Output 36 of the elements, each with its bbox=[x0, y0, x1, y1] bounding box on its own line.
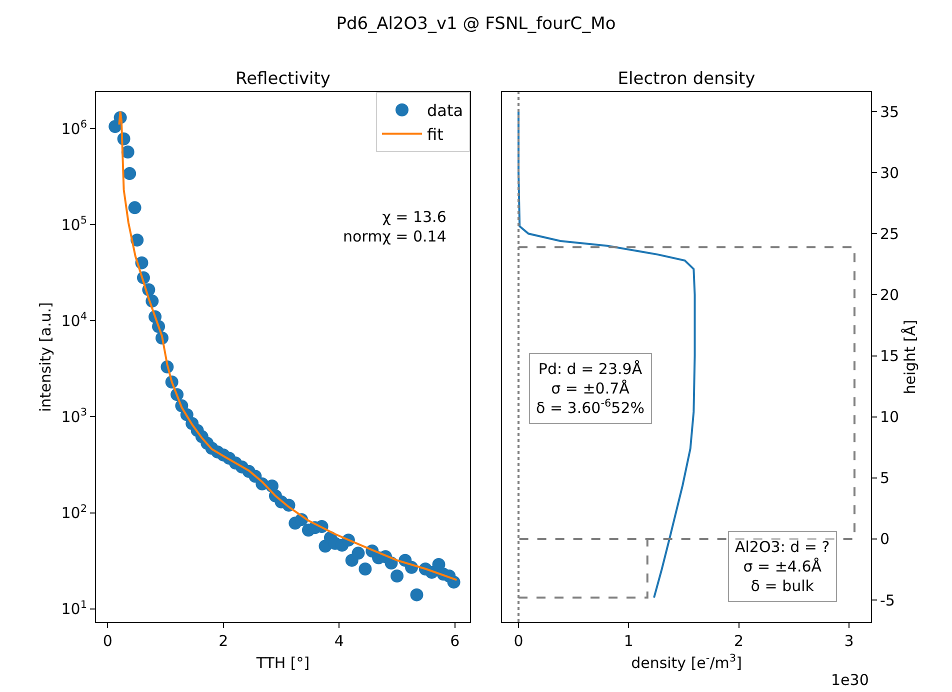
y-tick-label: 15 bbox=[880, 347, 900, 366]
y-tick-label: -5 bbox=[880, 591, 895, 610]
annotation: χ = 13.6 normχ = 0.14 bbox=[343, 208, 446, 246]
y-tick-label: 10$^{2}$ bbox=[61, 502, 87, 522]
y-tick-label: 10$^{1}$ bbox=[61, 598, 87, 618]
legend-label: fit bbox=[427, 124, 444, 144]
x-tick-label: 2 bbox=[218, 632, 228, 650]
y-tick-label: 10$^{6}$ bbox=[61, 118, 88, 138]
y-tick-label: 10$^{4}$ bbox=[61, 310, 88, 330]
y-tick-label: 10$^{3}$ bbox=[61, 406, 87, 426]
y-tick-label: 30 bbox=[880, 164, 900, 182]
x-tick-label: 1 bbox=[624, 632, 634, 650]
x-axis-title: TTH [°] bbox=[255, 654, 310, 672]
y-tick-label: 0 bbox=[880, 530, 890, 548]
y-tick-label: 20 bbox=[880, 286, 900, 304]
x-tick-label: 2 bbox=[734, 632, 744, 650]
x-tick-label: 4 bbox=[334, 632, 344, 650]
x-tick-label: 6 bbox=[450, 632, 460, 650]
x-axis-title: density [e$^{-}$/m$^{3}$] bbox=[631, 652, 742, 672]
text: Pd6_Al2O3_v1 @ FSNL_fourC_Mo bbox=[335, 14, 617, 34]
x-tick-label: 3 bbox=[844, 632, 854, 650]
legend-label: data bbox=[427, 101, 464, 120]
y-axis-title: intensity [a.u.] bbox=[36, 302, 54, 412]
annotation: Pd: d = 23.9Å σ = ±0.7Å δ = 3.60$^{-6}$52% bbox=[536, 360, 645, 417]
y-tick-label: 5 bbox=[880, 469, 890, 488]
y-tick-label: 10 bbox=[880, 408, 900, 426]
x-tick-label: 0 bbox=[102, 632, 112, 650]
chart-title: Reflectivity bbox=[236, 69, 330, 89]
y-axis-title: height [Å] bbox=[901, 320, 920, 394]
x-tick-label: 0 bbox=[514, 632, 524, 650]
y-tick-label: 10$^{5}$ bbox=[61, 214, 87, 234]
text: 1e30 bbox=[831, 671, 869, 689]
annotation: Al2O3: d = ? σ = ±4.6Å δ = bulk bbox=[735, 538, 830, 595]
y-tick-label: 35 bbox=[880, 102, 900, 121]
chart-title: Electron density bbox=[618, 69, 756, 89]
y-tick-label: 25 bbox=[880, 224, 900, 243]
